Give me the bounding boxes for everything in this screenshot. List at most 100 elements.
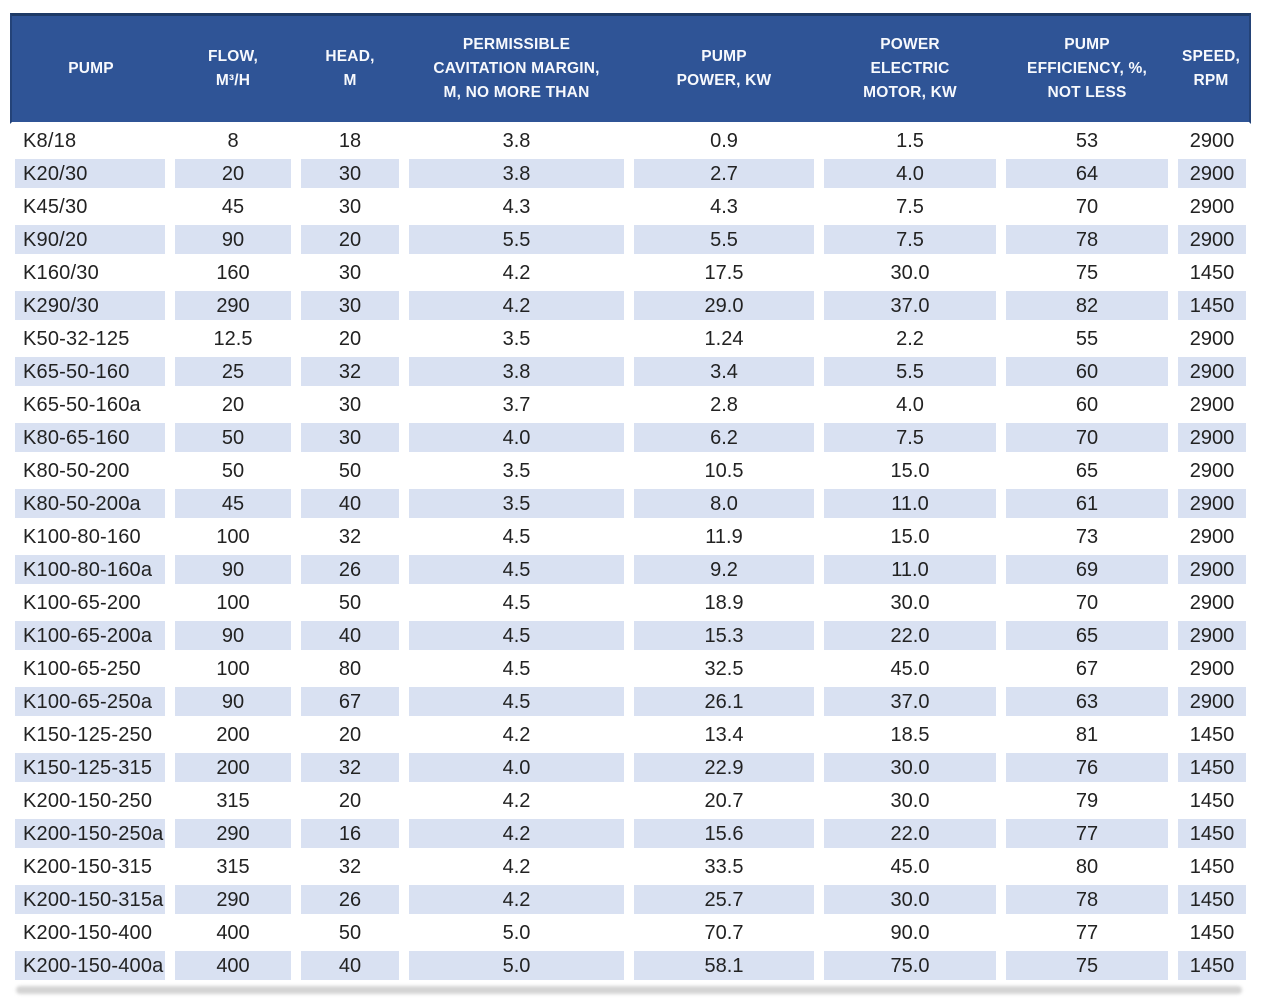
cell-head: 32	[296, 751, 404, 784]
cell-speed: 1450	[1173, 751, 1251, 784]
cell-pump: K80-50-200a	[10, 487, 170, 520]
cell-cavitation: 4.5	[404, 520, 629, 553]
cell-flow: 12.5	[170, 322, 296, 355]
cell-pump: K200-150-315	[10, 850, 170, 883]
cell-efficiency: 80	[1001, 850, 1173, 883]
cell-motor-power: 45.0	[819, 850, 1001, 883]
cell-pump-power: 3.4	[629, 355, 819, 388]
column-header-head: HEAD, M	[296, 13, 404, 124]
cell-pump-power: 1.24	[629, 322, 819, 355]
cell-speed: 2900	[1173, 157, 1251, 190]
cell-motor-power: 15.0	[819, 520, 1001, 553]
cell-flow: 90	[170, 223, 296, 256]
cell-speed: 2900	[1173, 421, 1251, 454]
cell-motor-power: 7.5	[819, 223, 1001, 256]
cell-cavitation: 4.0	[404, 751, 629, 784]
cell-pump: K8/18	[10, 124, 170, 157]
cell-head: 40	[296, 949, 404, 982]
cell-flow: 400	[170, 916, 296, 949]
cell-head: 30	[296, 157, 404, 190]
cell-pump-power: 29.0	[629, 289, 819, 322]
cell-speed: 1450	[1173, 784, 1251, 817]
cell-efficiency: 78	[1001, 883, 1173, 916]
cell-flow: 200	[170, 718, 296, 751]
table-row: K100-80-160a 90 26 4.5 9.2 11.0 69 2900	[10, 553, 1251, 586]
cell-motor-power: 30.0	[819, 883, 1001, 916]
table-row: K200-150-315 315 32 4.2 33.5 45.0 80 1450	[10, 850, 1251, 883]
cell-motor-power: 75.0	[819, 949, 1001, 982]
cell-pump-power: 20.7	[629, 784, 819, 817]
cell-pump-power: 58.1	[629, 949, 819, 982]
cell-cavitation: 4.5	[404, 685, 629, 718]
cell-motor-power: 5.5	[819, 355, 1001, 388]
table-row: K160/30 160 30 4.2 17.5 30.0 75 1450	[10, 256, 1251, 289]
cell-head: 20	[296, 322, 404, 355]
cell-efficiency: 70	[1001, 586, 1173, 619]
table-row: K50-32-125 12.5 20 3.5 1.24 2.2 55 2900	[10, 322, 1251, 355]
cell-cavitation: 5.5	[404, 223, 629, 256]
cell-pump: K20/30	[10, 157, 170, 190]
cell-efficiency: 61	[1001, 487, 1173, 520]
cell-pump-power: 22.9	[629, 751, 819, 784]
column-header-efficiency: PUMP EFFICIENCY, %, NOT LESS	[1001, 13, 1173, 124]
cell-pump-power: 8.0	[629, 487, 819, 520]
cell-head: 50	[296, 916, 404, 949]
cell-pump-power: 2.7	[629, 157, 819, 190]
cell-efficiency: 78	[1001, 223, 1173, 256]
cell-cavitation: 4.5	[404, 553, 629, 586]
cell-efficiency: 65	[1001, 619, 1173, 652]
table-row: K150-125-250 200 20 4.2 13.4 18.5 81 1450	[10, 718, 1251, 751]
cell-efficiency: 73	[1001, 520, 1173, 553]
cell-speed: 2900	[1173, 388, 1251, 421]
column-header-speed: SPEED, RPM	[1173, 13, 1251, 124]
cell-motor-power: 22.0	[819, 817, 1001, 850]
cell-efficiency: 64	[1001, 157, 1173, 190]
cell-pump: K290/30	[10, 289, 170, 322]
table-row: K200-150-250a 290 16 4.2 15.6 22.0 77 1450	[10, 817, 1251, 850]
cell-efficiency: 60	[1001, 355, 1173, 388]
cell-speed: 1450	[1173, 817, 1251, 850]
table-row: K8/18 8 18 3.8 0.9 1.5 53 2900	[10, 124, 1251, 157]
table-row: K20/30 20 30 3.8 2.7 4.0 64 2900	[10, 157, 1251, 190]
cell-speed: 2900	[1173, 685, 1251, 718]
cell-pump-power: 32.5	[629, 652, 819, 685]
table-row: K80-50-200a 45 40 3.5 8.0 11.0 61 2900	[10, 487, 1251, 520]
cell-cavitation: 3.5	[404, 454, 629, 487]
cell-head: 32	[296, 850, 404, 883]
cell-motor-power: 45.0	[819, 652, 1001, 685]
cell-cavitation: 4.2	[404, 289, 629, 322]
cell-pump-power: 5.5	[629, 223, 819, 256]
cell-motor-power: 90.0	[819, 916, 1001, 949]
cell-motor-power: 11.0	[819, 553, 1001, 586]
cell-pump-power: 18.9	[629, 586, 819, 619]
table-row: K100-65-250 100 80 4.5 32.5 45.0 67 2900	[10, 652, 1251, 685]
table-row: K100-65-200 100 50 4.5 18.9 30.0 70 2900	[10, 586, 1251, 619]
cell-flow: 25	[170, 355, 296, 388]
cell-efficiency: 65	[1001, 454, 1173, 487]
cell-flow: 290	[170, 289, 296, 322]
table-row: K80-65-160 50 30 4.0 6.2 7.5 70 2900	[10, 421, 1251, 454]
cell-speed: 2900	[1173, 355, 1251, 388]
column-header-cavitation: PERMISSIBLE CAVITATION MARGIN, M, NO MOR…	[404, 13, 629, 124]
cell-motor-power: 2.2	[819, 322, 1001, 355]
cell-pump-power: 2.8	[629, 388, 819, 421]
cell-pump-power: 33.5	[629, 850, 819, 883]
cell-efficiency: 77	[1001, 916, 1173, 949]
cell-head: 50	[296, 586, 404, 619]
table-row: K90/20 90 20 5.5 5.5 7.5 78 2900	[10, 223, 1251, 256]
cell-cavitation: 4.2	[404, 718, 629, 751]
cell-flow: 100	[170, 652, 296, 685]
cell-cavitation: 3.8	[404, 355, 629, 388]
cell-flow: 20	[170, 388, 296, 421]
pump-spec-table: PUMP FLOW, M³/H HEAD, M PERMISSIBLE CAVITAT…	[10, 13, 1251, 982]
cell-pump: K90/20	[10, 223, 170, 256]
table-row: K200-150-315a 290 26 4.2 25.7 30.0 78 1450	[10, 883, 1251, 916]
cell-flow: 50	[170, 454, 296, 487]
cell-flow: 45	[170, 487, 296, 520]
cell-speed: 2900	[1173, 553, 1251, 586]
cell-motor-power: 4.0	[819, 388, 1001, 421]
cell-efficiency: 69	[1001, 553, 1173, 586]
cell-cavitation: 4.0	[404, 421, 629, 454]
cell-pump-power: 17.5	[629, 256, 819, 289]
